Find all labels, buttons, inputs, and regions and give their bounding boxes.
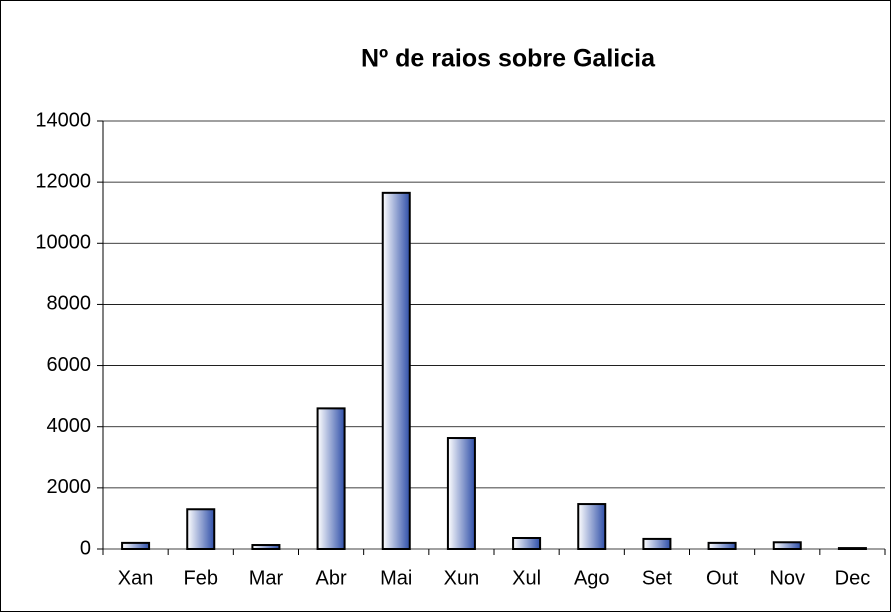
- bar: [512, 536, 542, 550]
- bar: [316, 407, 346, 550]
- bar: [707, 541, 737, 551]
- bar: [446, 437, 476, 551]
- bar: [837, 547, 867, 551]
- x-tick-label: Xul: [512, 567, 541, 589]
- x-tick-label: Ago: [574, 567, 610, 589]
- bar: [186, 508, 216, 550]
- y-tick-label: 8000: [47, 293, 92, 315]
- y-tick-label: 6000: [47, 354, 92, 376]
- y-tick-label: 2000: [47, 476, 92, 498]
- bar: [772, 541, 802, 551]
- x-tick-label: Dec: [835, 567, 871, 589]
- chart-title: Nº de raios sobre Galicia: [361, 45, 656, 73]
- y-tick-label: 0: [80, 537, 91, 559]
- x-tick-label: Set: [642, 567, 672, 589]
- bar: [642, 537, 672, 551]
- bar: [577, 503, 607, 550]
- x-tick-label: Feb: [184, 567, 218, 589]
- bar: [251, 544, 281, 550]
- y-tick-label: 10000: [35, 232, 91, 254]
- y-tick-label: 12000: [35, 170, 91, 192]
- y-tick-label: 14000: [35, 109, 91, 131]
- x-tick-label: Abr: [316, 567, 347, 589]
- x-tick-label: Nov: [769, 567, 805, 589]
- y-tick-label: 4000: [47, 415, 92, 437]
- x-tick-label: Xan: [118, 567, 154, 589]
- x-tick-label: Mai: [380, 567, 412, 589]
- bar: [381, 191, 411, 550]
- x-tick-label: Out: [706, 567, 739, 589]
- x-tick-label: Xun: [444, 567, 480, 589]
- bar: [121, 541, 151, 551]
- x-tick-label: Mar: [249, 567, 284, 589]
